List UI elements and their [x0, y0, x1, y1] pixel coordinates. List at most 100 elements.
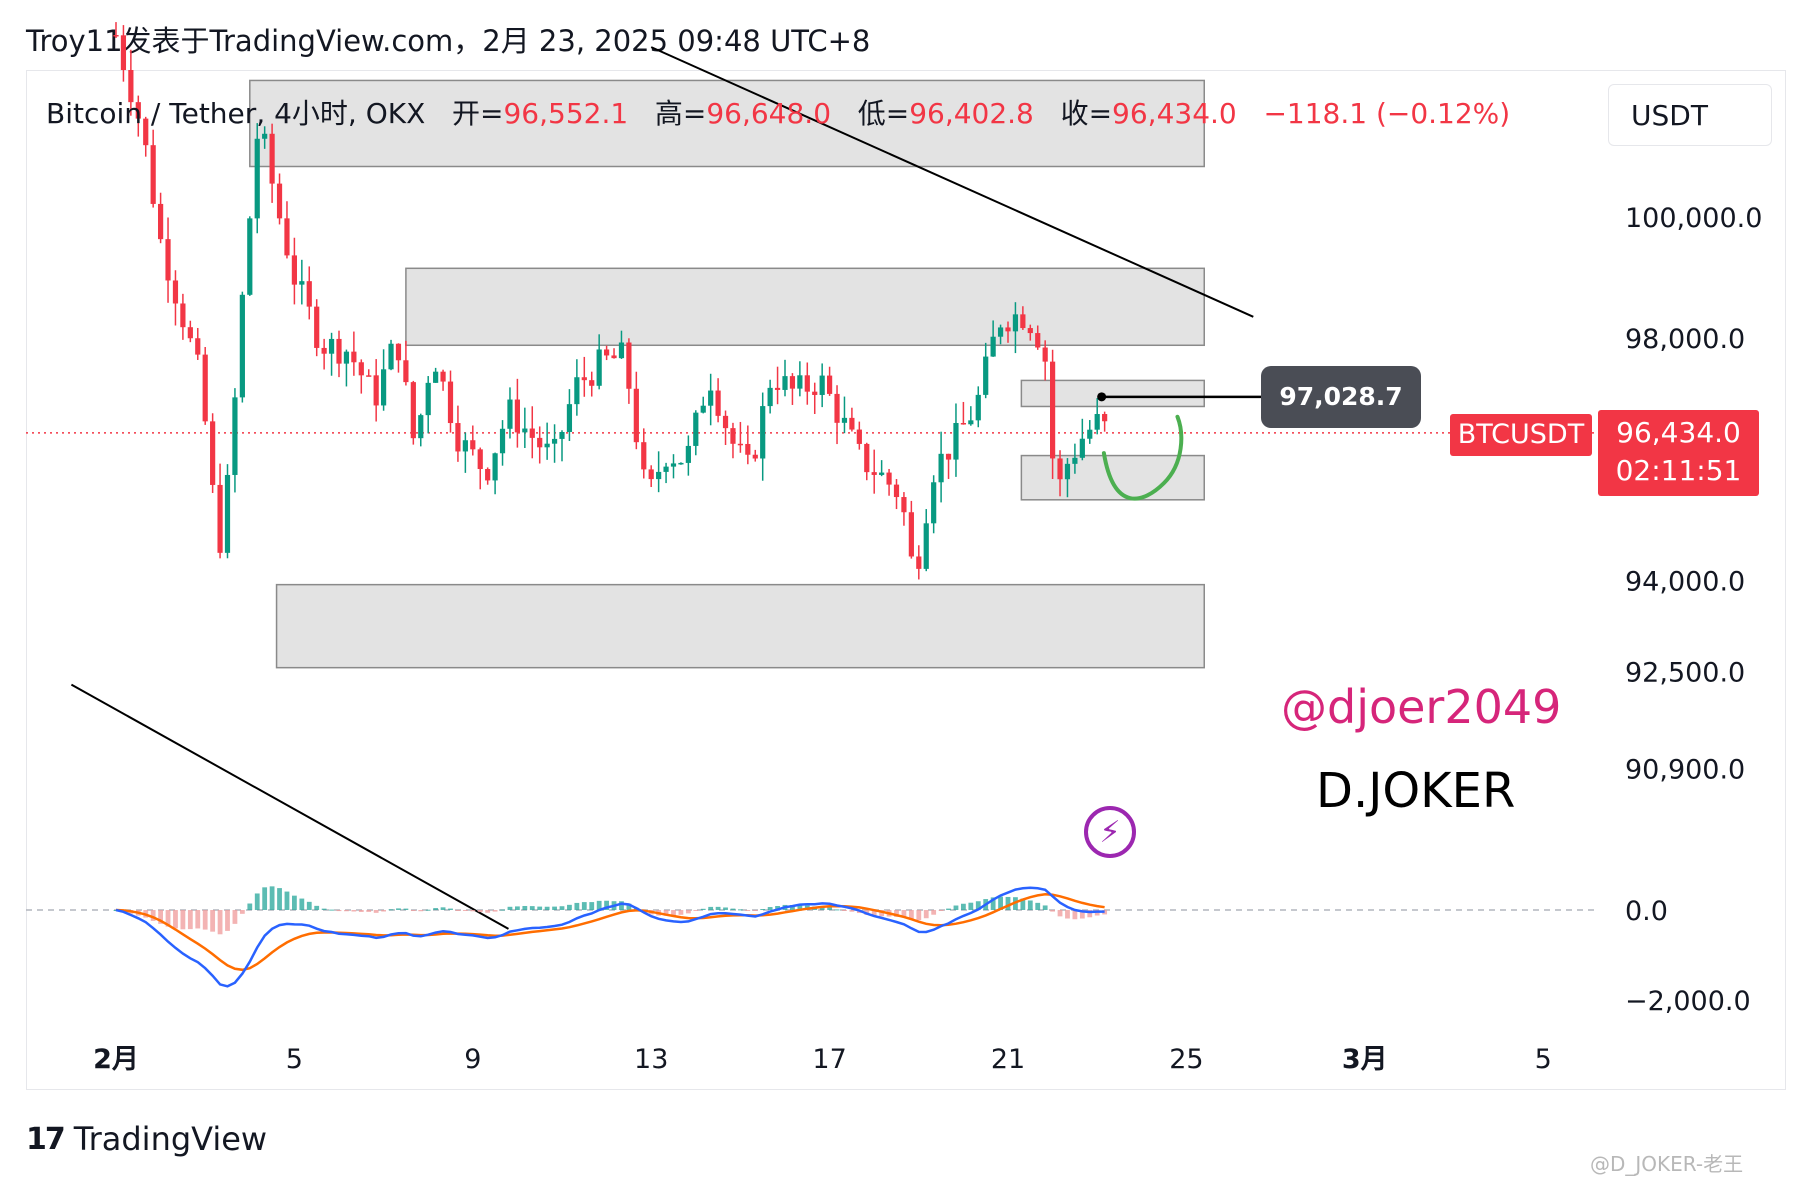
legend-symbol[interactable]: Bitcoin / Tether, 4小时, OKX [46, 97, 426, 130]
bar-countdown: 02:11:51 [1615, 454, 1742, 487]
candle-body [923, 523, 929, 569]
candle [403, 340, 409, 386]
candle-body [150, 145, 156, 204]
macd-histogram-bar [923, 910, 929, 919]
candle [514, 378, 520, 448]
macd-histogram-bar [894, 910, 899, 917]
candle-body [276, 183, 283, 219]
candle [604, 345, 610, 361]
macd-histogram-bar [1042, 905, 1048, 910]
candle-body [604, 349, 610, 356]
macd-histogram-bar [492, 910, 498, 912]
currency-selector[interactable]: USDT [1608, 84, 1772, 146]
macd-histogram-bar [202, 910, 208, 930]
candle-body [113, 35, 119, 37]
candle [819, 363, 825, 408]
candle [314, 299, 320, 357]
candle-body [514, 399, 520, 433]
candle-body [819, 375, 825, 395]
candle [901, 492, 907, 526]
macd-histogram-bar [239, 910, 245, 914]
candle [693, 410, 699, 456]
candle [120, 25, 127, 82]
candle [834, 385, 840, 445]
candle [618, 330, 625, 359]
macd-histogram-bar [515, 906, 520, 910]
candle [782, 359, 788, 397]
callout-dot [1097, 392, 1107, 402]
macd-histogram-bar [752, 910, 758, 911]
macd-histogram-bar [871, 910, 877, 916]
candle [410, 380, 416, 445]
candle [931, 475, 937, 534]
candle [262, 126, 268, 149]
candle-body [403, 360, 409, 383]
candle-body [165, 239, 171, 281]
macd-histogram-bar [210, 910, 216, 932]
candle [923, 509, 929, 572]
candle [165, 217, 171, 303]
price-callout[interactable]: 97,028.7 [1261, 366, 1421, 428]
candle [336, 330, 342, 378]
tradingview-logo[interactable]: 17 TradingView [26, 1120, 267, 1158]
macd-histogram-bar [254, 893, 260, 910]
legend-open-label: 开= [452, 97, 504, 130]
x-tick-label: 9 [464, 1044, 481, 1075]
macd-histogram-bar [173, 910, 178, 929]
macd-histogram-bar [1102, 910, 1108, 915]
candle [499, 420, 506, 466]
candle-body [938, 453, 944, 483]
candle-body [440, 371, 446, 382]
candle-body [633, 388, 639, 443]
candle-body [254, 138, 260, 219]
candle [760, 392, 766, 481]
candle [239, 291, 245, 403]
candle-body [879, 472, 885, 475]
lightning-icon[interactable]: ⚡ [1084, 806, 1136, 858]
candle-body [477, 449, 483, 470]
candle-body [507, 399, 513, 429]
macd-histogram-bar [961, 903, 966, 910]
candle-body [1012, 314, 1019, 332]
candle [492, 452, 498, 495]
macd-histogram-bar [225, 910, 230, 931]
macd-histogram-bar [150, 910, 156, 921]
candle-body [202, 354, 208, 422]
candle [1102, 411, 1108, 432]
author-handle: @djoer2049 [1281, 680, 1562, 734]
candle [1079, 418, 1085, 461]
candle [752, 449, 758, 462]
candle-body [618, 342, 625, 359]
candle [737, 421, 743, 453]
candle [960, 401, 966, 425]
candle [381, 349, 387, 411]
candle-body [797, 375, 803, 389]
candle-body [269, 133, 275, 184]
macd-histogram-bar [284, 891, 290, 910]
symbol-tag: BTCUSDT [1450, 414, 1592, 456]
currency-label: USDT [1631, 98, 1708, 132]
candle-body [462, 440, 468, 452]
macd-histogram-bar [693, 910, 699, 911]
candle [879, 460, 885, 477]
candle [1064, 458, 1071, 498]
candle [321, 338, 327, 370]
candle [656, 451, 662, 493]
candle-body [745, 443, 751, 455]
candles-layer [113, 22, 1108, 580]
candle-body [291, 255, 297, 285]
candle-body [314, 306, 320, 348]
candle [224, 464, 231, 559]
macd-histogram-bar [879, 910, 885, 917]
macd-histogram-bar [314, 905, 320, 910]
macd-histogram-bar [975, 901, 981, 910]
candle-body [722, 415, 729, 429]
candle [574, 359, 580, 416]
macd-histogram-bar [485, 910, 491, 913]
candle-body [158, 203, 164, 240]
candle-body [789, 376, 796, 389]
candle-body [187, 327, 193, 339]
macd-histogram-bar [723, 907, 728, 910]
candle-body [611, 355, 617, 359]
